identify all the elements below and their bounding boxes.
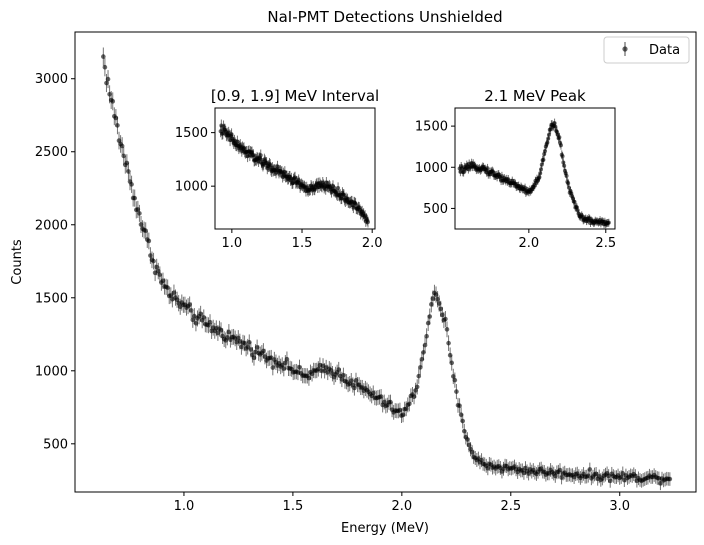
inset2-data-point — [485, 166, 490, 171]
inset1-xtick-label: 1.0 — [221, 236, 242, 251]
inset-peak-title: 2.1 MeV Peak — [484, 87, 586, 105]
inset-interval-plot: [0.9, 1.9] MeV Interval 1.0 1.5 2.0 1000 150… — [175, 87, 383, 251]
main-data-point — [446, 340, 451, 346]
inset2-data-point — [562, 163, 567, 168]
main-data-point — [587, 467, 593, 472]
inset2-data-point — [564, 173, 569, 178]
main-xtick-label: 2.5 — [500, 499, 521, 514]
inset2-data-point — [539, 167, 544, 172]
main-data-point — [454, 389, 459, 394]
inset2-data-point — [560, 154, 565, 159]
main-data-point — [105, 76, 111, 82]
x-axis-label: Energy (MeV) — [341, 521, 429, 536]
main-ticks: 1.0 1.5 2.0 2.5 3.0 500 1000 1500 2000 2500 3000 — [35, 72, 630, 514]
main-data-point — [110, 99, 116, 104]
main-data-point — [137, 211, 142, 216]
main-plot: NaI-PMT Detections Unshielded 1.0 1.5 2.0 2… — [10, 8, 697, 536]
legend-marker — [622, 46, 628, 52]
inset2-data-point — [606, 220, 611, 225]
inset2-data-point — [558, 143, 563, 148]
inset-interval-ticks: 1.0 1.5 2.0 1000 1500 — [175, 126, 383, 251]
main-data-point — [452, 377, 458, 383]
inset2-data-point — [557, 135, 562, 140]
legend-label: Data — [649, 43, 680, 58]
inset2-data-point — [538, 171, 543, 176]
main-ytick-label: 3000 — [35, 72, 68, 87]
inset2-data-point — [572, 199, 577, 204]
main-data-point — [443, 316, 448, 322]
y-axis-label: Counts — [10, 239, 25, 285]
inset2-data-point — [537, 175, 542, 180]
main-xtick-label: 1.0 — [174, 499, 195, 514]
inset2-data-point — [566, 181, 571, 186]
inset-interval-background — [215, 108, 375, 229]
main-data-point — [449, 360, 455, 366]
main-marks — [101, 47, 673, 491]
main-data-point — [126, 169, 131, 174]
inset-peak-frame — [454, 107, 616, 230]
inset2-data-point — [543, 149, 548, 154]
inset1-data-point — [336, 185, 341, 190]
inset2-data-point — [545, 140, 550, 145]
inset1-data-point — [258, 153, 263, 158]
inset2-data-point — [541, 157, 546, 162]
main-xtick-label: 2.0 — [391, 499, 412, 514]
main-ytick-label: 2500 — [35, 145, 68, 160]
inset1-ytick-label: 1000 — [175, 180, 208, 195]
main-data-point — [129, 182, 134, 187]
main-data-point — [427, 314, 433, 319]
inset2-data-point — [552, 121, 557, 126]
inset-interval-title: [0.9, 1.9] MeV Interval — [211, 87, 379, 105]
main-data-point — [188, 308, 194, 313]
main-data-point — [414, 384, 420, 390]
inset2-ytick-label: 500 — [423, 202, 448, 217]
inset1-xtick-label: 2.0 — [362, 236, 383, 251]
inset2-ytick-label: 1000 — [415, 161, 448, 176]
inset1-ytick-label: 1500 — [175, 126, 208, 141]
main-data-point — [101, 54, 106, 59]
main-ytick-label: 1500 — [35, 291, 68, 306]
main-xtick-label: 3.0 — [609, 499, 630, 514]
inset2-xtick-label: 2.0 — [519, 236, 540, 251]
main-data-point — [667, 476, 673, 482]
main-axes-frame — [74, 31, 697, 493]
inset-interval-marks — [218, 119, 370, 228]
inset-peak-marks — [457, 118, 611, 229]
main-data-point — [424, 333, 429, 339]
inset-peak-ticks: 2.0 2.5 500 1000 1500 — [415, 120, 616, 251]
main-ytick-label: 500 — [43, 437, 68, 452]
main-ytick-label: 1000 — [35, 364, 68, 379]
main-title: NaI-PMT Detections Unshielded — [267, 8, 502, 26]
main-ytick-label: 2000 — [35, 218, 68, 233]
legend: Data — [603, 36, 690, 64]
main-data-point — [457, 403, 462, 408]
inset2-xtick-label: 2.5 — [595, 236, 616, 251]
main-data-point — [460, 418, 466, 424]
main-xtick-label: 1.5 — [283, 499, 304, 514]
main-data-point — [284, 356, 290, 362]
main-data-point — [151, 258, 156, 264]
inset2-data-point — [546, 136, 551, 141]
inset-interval-frame — [214, 107, 376, 230]
main-data-point — [119, 143, 125, 149]
main-data-point — [444, 327, 450, 332]
main-data-point — [102, 64, 108, 70]
inset-peak-plot: 2.1 MeV Peak 2.0 2.5 500 1000 1500 — [415, 87, 616, 251]
main-data-point — [132, 195, 138, 201]
main-data-point — [146, 238, 152, 244]
inset1-data-point — [365, 220, 370, 225]
main-data-point — [115, 123, 120, 128]
inset2-ytick-label: 1500 — [415, 120, 448, 135]
inset1-xtick-label: 1.5 — [292, 236, 313, 251]
